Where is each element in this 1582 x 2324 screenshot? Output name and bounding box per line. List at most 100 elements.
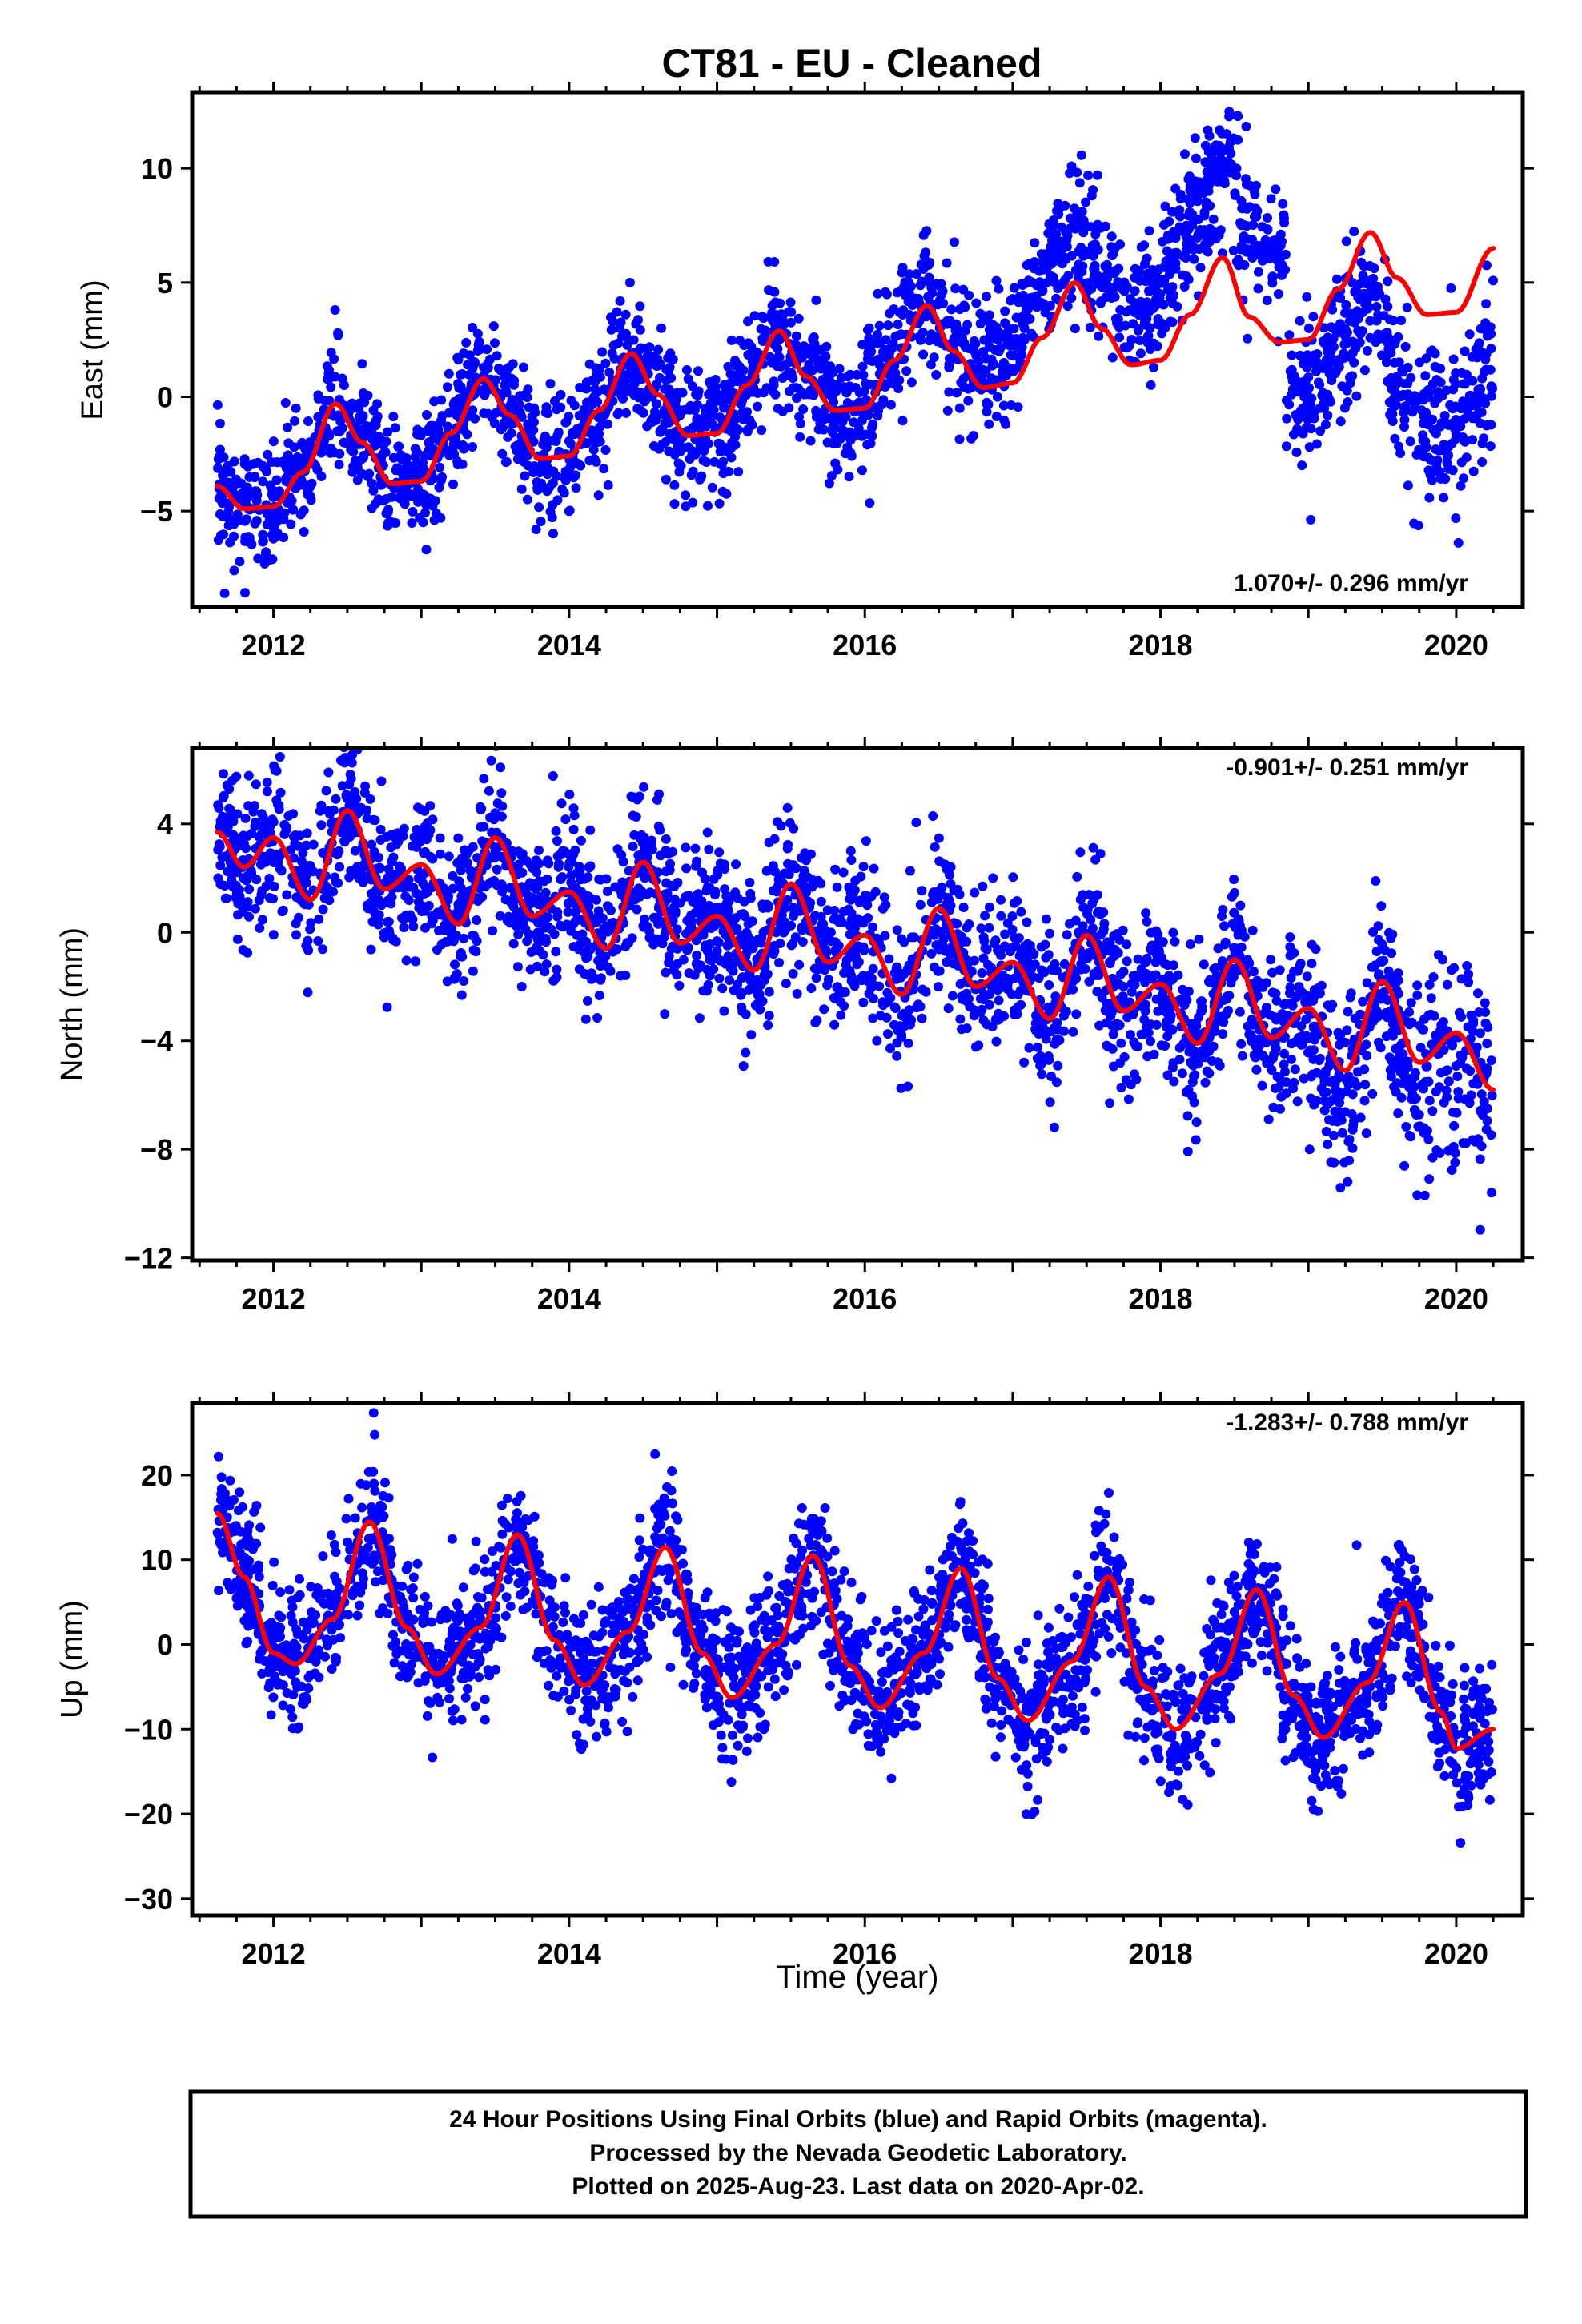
north-point — [616, 890, 627, 900]
north-point — [1162, 1070, 1173, 1080]
east-point — [1488, 384, 1497, 394]
north-point — [1150, 970, 1161, 980]
east-point — [299, 505, 309, 516]
east-point — [785, 317, 796, 328]
east-point — [1458, 396, 1468, 407]
north-point — [702, 827, 713, 838]
east-point — [459, 444, 469, 454]
east-point — [568, 472, 579, 483]
east-point — [1424, 493, 1435, 503]
east-point — [1355, 337, 1365, 348]
east-point — [795, 432, 805, 442]
east-point — [1022, 260, 1032, 271]
east-y-tick-label: 5 — [157, 267, 173, 300]
north-point — [1286, 973, 1296, 983]
east-point — [1114, 332, 1125, 343]
east-point — [1289, 429, 1299, 440]
north-point — [522, 936, 532, 947]
east-point — [263, 449, 273, 460]
east-point — [413, 497, 424, 507]
east-point — [723, 361, 733, 372]
east-point — [1295, 350, 1305, 360]
east-x-tick-label: 2020 — [1424, 629, 1488, 661]
north-point — [895, 1021, 905, 1031]
north-point — [1105, 1098, 1115, 1108]
east-point — [504, 362, 515, 372]
east-point — [831, 386, 841, 396]
north-point — [1295, 959, 1306, 969]
east-point — [683, 374, 693, 384]
north-point — [1160, 959, 1170, 969]
north-point — [401, 955, 412, 966]
north-point — [917, 1013, 927, 1023]
east-point — [1480, 354, 1491, 364]
east-point — [218, 470, 228, 480]
north-point — [684, 968, 694, 979]
north-point — [755, 1004, 765, 1015]
north-point — [874, 981, 885, 991]
east-point — [1190, 133, 1200, 143]
north-point — [866, 973, 877, 983]
east-point — [1303, 372, 1314, 383]
north-point — [723, 951, 733, 962]
east-point — [1130, 286, 1140, 296]
north-point — [737, 987, 747, 998]
north-point — [674, 980, 685, 991]
east-point — [316, 472, 327, 481]
east-point — [529, 403, 540, 413]
east-point — [1261, 248, 1271, 259]
east-point — [1061, 253, 1071, 263]
east-point — [1096, 296, 1106, 307]
east-point — [1134, 324, 1144, 334]
east-point — [1040, 308, 1050, 318]
east-point — [1083, 171, 1094, 180]
east-point — [1249, 186, 1259, 195]
east-point — [508, 380, 519, 390]
east-point — [1349, 227, 1359, 237]
north-point — [1133, 954, 1143, 964]
east-point — [607, 348, 617, 359]
east-point — [834, 364, 845, 374]
north-point — [453, 833, 464, 843]
east-point — [1051, 229, 1062, 239]
north-point — [942, 864, 952, 875]
north-point — [903, 1081, 913, 1092]
east-fit-line — [215, 230, 1496, 512]
east-point — [952, 388, 962, 398]
east-point — [290, 416, 299, 426]
east-point — [1199, 207, 1210, 218]
north-point — [1186, 939, 1195, 949]
north-point — [844, 904, 854, 915]
east-point — [1434, 468, 1444, 478]
north-point — [1183, 987, 1194, 996]
north-point — [256, 890, 267, 899]
east-point — [734, 373, 745, 384]
east-point — [1430, 398, 1440, 408]
east-point — [1086, 283, 1097, 294]
north-point — [632, 904, 642, 915]
east-point — [1074, 178, 1085, 188]
east-point — [385, 517, 396, 527]
east-point — [844, 472, 854, 482]
east-point — [1056, 222, 1066, 232]
north-point — [1108, 1029, 1118, 1039]
east-point — [487, 412, 497, 423]
north-point — [845, 846, 856, 856]
north-point — [1166, 975, 1177, 985]
east-point — [918, 264, 929, 274]
north-point — [556, 920, 565, 931]
east-point — [272, 529, 283, 538]
north-point — [928, 811, 938, 821]
east-point — [1183, 275, 1194, 285]
east-point — [1342, 328, 1352, 338]
east-point — [219, 452, 229, 463]
north-point — [399, 823, 409, 834]
north-point — [946, 879, 956, 889]
north-point — [257, 915, 267, 925]
east-point — [654, 359, 665, 369]
north-point — [642, 889, 652, 899]
north-point — [684, 891, 694, 901]
east-point — [1086, 245, 1097, 255]
north-point — [1107, 973, 1118, 983]
